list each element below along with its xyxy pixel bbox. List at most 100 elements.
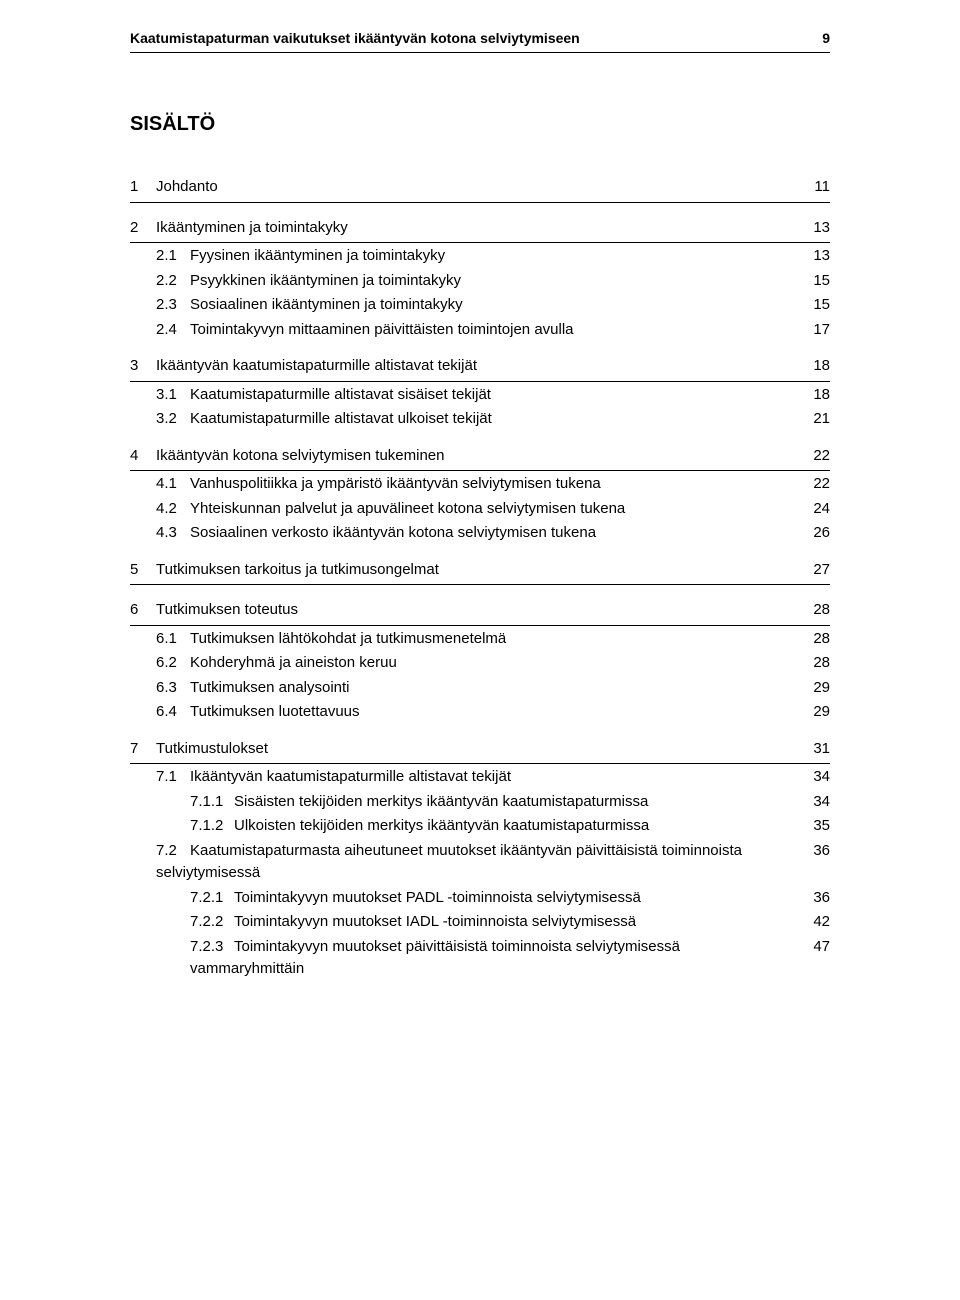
toc-entry-page: 31 — [813, 738, 830, 761]
toc-entry-label: 4.3Sosiaalinen verkosto ikääntyvän koton… — [156, 522, 813, 545]
toc-entry-label: 2.2Psyykkinen ikääntyminen ja toimintaky… — [156, 270, 813, 293]
toc-entry-page: 13 — [813, 245, 830, 268]
toc-entry-text: Toimintakyvyn muutokset päivittäisistä t… — [190, 938, 680, 978]
toc-entry-number: 7.1 — [156, 766, 190, 789]
toc-entry-number: 2 — [130, 217, 156, 240]
toc-entry: 3.2Kaatumistapaturmille altistavat ulkoi… — [130, 408, 830, 431]
toc-entry-number: 2.1 — [156, 245, 190, 268]
toc-entry: 7Tutkimustulokset31 — [130, 738, 830, 765]
toc-entry: 3.1Kaatumistapaturmille altistavat sisäi… — [130, 384, 830, 407]
toc-entry-page: 34 — [813, 766, 830, 789]
toc-entry-text: Johdanto — [156, 178, 218, 195]
toc-entry-label: 7.1.1Sisäisten tekijöiden merkitys ikään… — [190, 791, 813, 814]
toc-entry-text: Vanhuspolitiikka ja ympäristö ikääntyvän… — [190, 475, 601, 492]
toc-entry-page: 27 — [813, 559, 830, 582]
toc-entry-page: 29 — [813, 677, 830, 700]
toc-entry-number: 7.1.1 — [190, 791, 234, 814]
running-header: Kaatumistapaturman vaikutukset ikääntyvä… — [130, 30, 830, 53]
toc-entry-number: 6.2 — [156, 652, 190, 675]
toc-entry: 6.4Tutkimuksen luotettavuus29 — [130, 701, 830, 724]
toc-entry: 6Tutkimuksen toteutus28 — [130, 599, 830, 626]
toc-entry-number: 4.2 — [156, 498, 190, 521]
toc-entry-text: Toimintakyvyn mittaaminen päivittäisten … — [190, 321, 574, 338]
toc-entry-number: 4.3 — [156, 522, 190, 545]
toc-entry: 6.1Tutkimuksen lähtökohdat ja tutkimusme… — [130, 628, 830, 651]
toc-entry: 6.3Tutkimuksen analysointi 29 — [130, 677, 830, 700]
toc-entry-text: Sisäisten tekijöiden merkitys ikääntyvän… — [234, 793, 648, 810]
toc-entry: 5Tutkimuksen tarkoitus ja tutkimusongelm… — [130, 559, 830, 586]
toc-entry-label: 3.2Kaatumistapaturmille altistavat ulkoi… — [156, 408, 813, 431]
toc-entry-label: 2.4Toimintakyvyn mittaaminen päivittäist… — [156, 319, 813, 342]
toc-entry-page: 36 — [813, 887, 830, 910]
document-page: Kaatumistapaturman vaikutukset ikääntyvä… — [0, 0, 960, 1021]
toc-entry: 2.1Fyysinen ikääntyminen ja toimintakyky… — [130, 245, 830, 268]
toc-entry-text: Fyysinen ikääntyminen ja toimintakyky — [190, 247, 445, 264]
toc-entry: 2.4Toimintakyvyn mittaaminen päivittäist… — [130, 319, 830, 342]
toc-entry-label: 7Tutkimustulokset — [130, 738, 813, 761]
toc-entry: 7.1.1Sisäisten tekijöiden merkitys ikään… — [130, 791, 830, 814]
toc-entry-label: 6.1Tutkimuksen lähtökohdat ja tutkimusme… — [156, 628, 813, 651]
toc-entry-number: 7.2.2 — [190, 911, 234, 934]
toc-entry-page: 21 — [813, 408, 830, 431]
toc-entry: 2.3Sosiaalinen ikääntyminen ja toimintak… — [130, 294, 830, 317]
header-title: Kaatumistapaturman vaikutukset ikääntyvä… — [130, 30, 580, 46]
toc-entry-label: 7.1Ikääntyvän kaatumistapaturmille altis… — [156, 766, 813, 789]
toc-entry-label: 7.2Kaatumistapaturmasta aiheutuneet muut… — [156, 840, 813, 885]
toc-entry: 4Ikääntyvän kotona selviytymisen tukemin… — [130, 445, 830, 472]
toc-entry-number: 7 — [130, 738, 156, 761]
toc-entry-text: Ikääntyvän kaatumistapaturmille altistav… — [156, 357, 477, 374]
toc-entry-number: 4 — [130, 445, 156, 468]
toc-entry: 7.2.1Toimintakyvyn muutokset PADL -toimi… — [130, 887, 830, 910]
toc-entry-number: 7.2.3 — [190, 936, 234, 959]
header-page-number: 9 — [822, 30, 830, 46]
toc-entry-number: 6 — [130, 599, 156, 622]
toc-entry-text: Tutkimuksen tarkoitus ja tutkimusongelma… — [156, 561, 439, 578]
toc-entry-page: 28 — [813, 652, 830, 675]
toc-entry-page: 15 — [813, 270, 830, 293]
toc-entry-number: 2.4 — [156, 319, 190, 342]
toc-entry: 2Ikääntyminen ja toimintakyky13 — [130, 217, 830, 244]
toc-entry-text: Yhteiskunnan palvelut ja apuvälineet kot… — [190, 500, 625, 517]
toc-entry-label: 4.2Yhteiskunnan palvelut ja apuvälineet … — [156, 498, 813, 521]
toc-entry-page: 15 — [813, 294, 830, 317]
toc-entry-page: 34 — [813, 791, 830, 814]
toc-entry-text: Toimintakyvyn muutokset IADL -toiminnois… — [234, 913, 636, 930]
toc-entry-label: 2.1Fyysinen ikääntyminen ja toimintakyky — [156, 245, 813, 268]
toc-entry: 4.1Vanhuspolitiikka ja ympäristö ikäänty… — [130, 473, 830, 496]
toc-entry-text: Tutkimuksen toteutus — [156, 601, 298, 618]
toc-entry-page: 18 — [813, 384, 830, 407]
toc-entry-page: 36 — [813, 840, 830, 863]
toc-entry-number: 6.3 — [156, 677, 190, 700]
toc-entry-label: 7.2.2Toimintakyvyn muutokset IADL -toimi… — [190, 911, 813, 934]
toc-entry-number: 7.1.2 — [190, 815, 234, 838]
toc-entry-number: 2.2 — [156, 270, 190, 293]
toc-entry-label: 3.1Kaatumistapaturmille altistavat sisäi… — [156, 384, 813, 407]
toc-entry-label: 2Ikääntyminen ja toimintakyky — [130, 217, 813, 240]
toc-entry-page: 13 — [813, 217, 830, 240]
toc-entry-text: Kaatumistapaturmille altistavat sisäiset… — [190, 386, 491, 403]
toc-entry: 6.2Kohderyhmä ja aineiston keruu 28 — [130, 652, 830, 675]
toc-entry-page: 11 — [814, 176, 830, 199]
toc-entry-page: 29 — [813, 701, 830, 724]
toc-entry: 7.1.2Ulkoisten tekijöiden merkitys ikään… — [130, 815, 830, 838]
toc-entry: 7.2Kaatumistapaturmasta aiheutuneet muut… — [130, 840, 830, 885]
toc-entry-number: 7.2.1 — [190, 887, 234, 910]
toc-entry-text: Tutkimuksen analysointi — [190, 679, 350, 696]
toc-entry-text: Sosiaalinen verkosto ikääntyvän kotona s… — [190, 524, 596, 541]
toc-entry-number: 6.1 — [156, 628, 190, 651]
toc-entry-number: 6.4 — [156, 701, 190, 724]
toc-entry-text: Kohderyhmä ja aineiston keruu — [190, 654, 397, 671]
toc-entry-label: 4.1Vanhuspolitiikka ja ympäristö ikäänty… — [156, 473, 813, 496]
page-title: SISÄLTÖ — [130, 113, 830, 136]
toc-entry-number: 7.2 — [156, 840, 190, 863]
toc-entry-page: 17 — [813, 319, 830, 342]
toc-entry-label: 2.3Sosiaalinen ikääntyminen ja toimintak… — [156, 294, 813, 317]
toc-entry-page: 26 — [813, 522, 830, 545]
toc-entry: 7.2.3Toimintakyvyn muutokset päivittäisi… — [130, 936, 830, 981]
toc-entry-number: 4.1 — [156, 473, 190, 496]
toc-entry-text: Ikääntyminen ja toimintakyky — [156, 219, 348, 236]
toc-entry-page: 22 — [813, 473, 830, 496]
toc-entry: 1Johdanto11 — [130, 176, 830, 203]
toc-entry: 3Ikääntyvän kaatumistapaturmille altista… — [130, 355, 830, 382]
toc-entry: 2.2Psyykkinen ikääntyminen ja toimintaky… — [130, 270, 830, 293]
